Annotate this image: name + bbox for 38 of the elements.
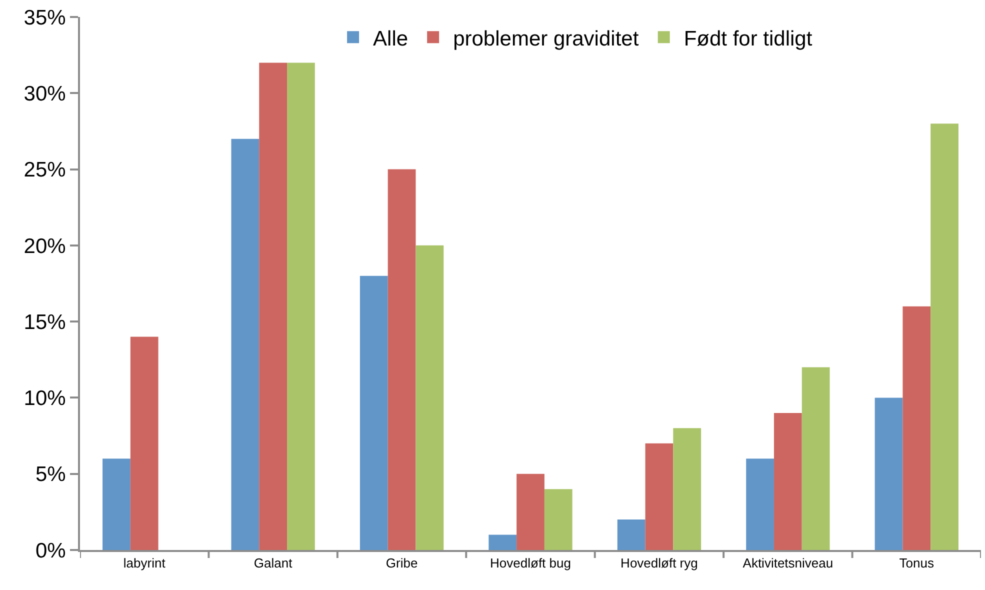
bar: [802, 367, 830, 550]
x-tick-label: Aktivitetsniveau: [742, 556, 834, 571]
legend-label: problemer graviditet: [453, 27, 639, 50]
bar: [488, 534, 517, 550]
x-tick-label: Hovedløft bug: [490, 556, 571, 571]
x-tick-label: Tonus: [899, 556, 934, 571]
bar: [231, 138, 260, 550]
bar: [544, 489, 572, 550]
bar: [516, 474, 544, 550]
bar: [645, 443, 674, 550]
bar: [287, 62, 315, 550]
bar: [617, 520, 646, 550]
y-tick-label: 0%: [35, 539, 66, 562]
bar: [746, 458, 774, 550]
legend-label: Alle: [373, 27, 408, 50]
bar: [930, 124, 958, 550]
y-tick-label: 15%: [24, 310, 66, 334]
y-tick-label: 10%: [24, 387, 66, 410]
bar: [102, 458, 130, 550]
bar: [416, 245, 444, 550]
bar: [259, 62, 288, 550]
bar: [874, 398, 903, 550]
legend-label: Født for tidligt: [684, 27, 812, 50]
y-tick-label: 5%: [35, 463, 66, 486]
y-tick-label: 30%: [24, 82, 66, 106]
x-tick-label: Galant: [254, 556, 293, 571]
y-tick-label: 20%: [24, 234, 66, 258]
bar: [360, 276, 388, 550]
bar: [388, 169, 416, 550]
bar: [673, 428, 702, 550]
bar: [130, 336, 158, 550]
x-tick-label: Gribe: [386, 556, 418, 571]
bar: [774, 412, 802, 550]
x-tick-label: Hovedløft ryg: [620, 556, 698, 571]
y-tick-label: 35%: [24, 6, 66, 30]
bar: [902, 306, 931, 550]
y-tick-label: 25%: [24, 158, 66, 182]
x-tick-label: labyrint: [123, 556, 166, 571]
